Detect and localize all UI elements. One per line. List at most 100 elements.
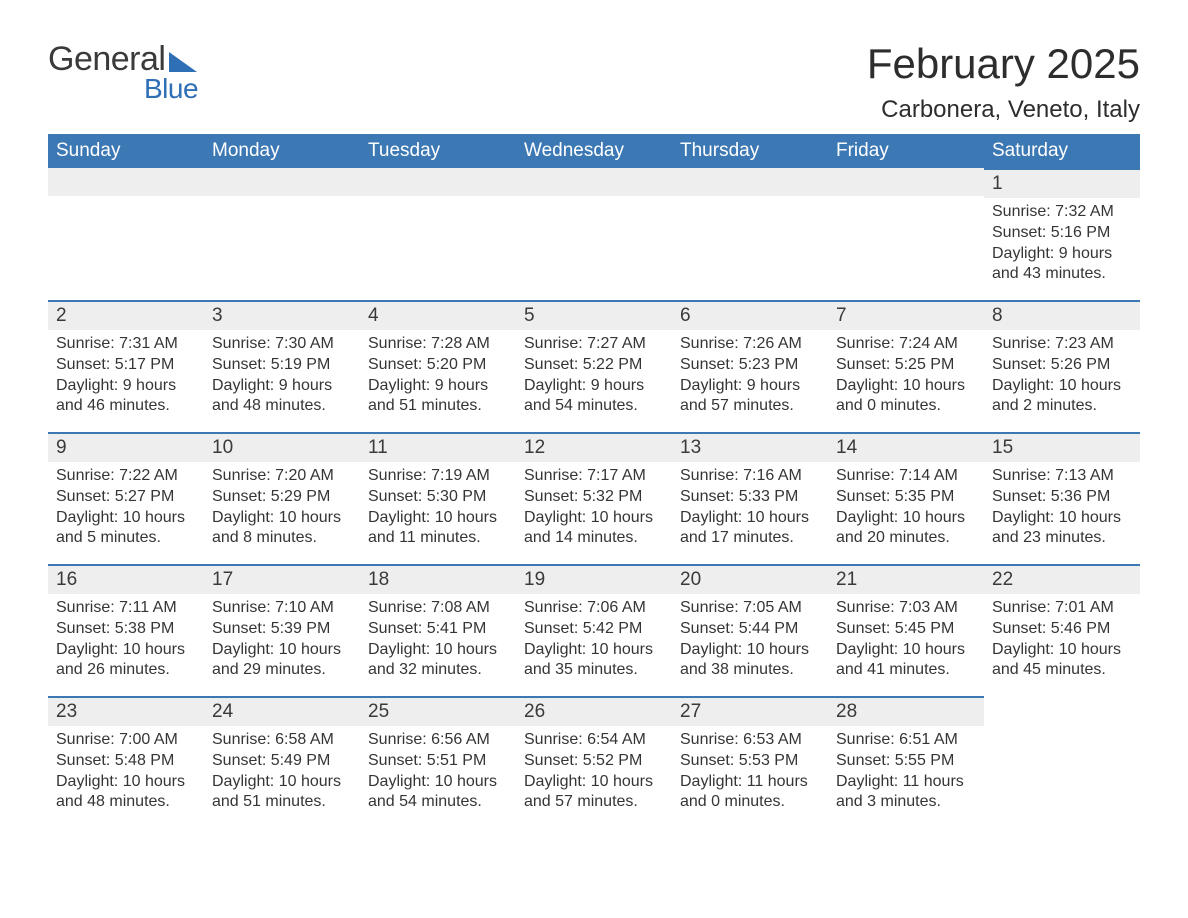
day-number: 22 <box>984 564 1140 594</box>
sunrise-line: Sunrise: 6:56 AM <box>368 730 508 751</box>
sunrise-line: Sunrise: 7:00 AM <box>56 730 196 751</box>
sunrise-line: Sunrise: 7:22 AM <box>56 466 196 487</box>
sunrise-line: Sunrise: 7:26 AM <box>680 334 820 355</box>
weekday-header-row: SundayMondayTuesdayWednesdayThursdayFrid… <box>48 134 1140 168</box>
sunrise-line: Sunrise: 7:31 AM <box>56 334 196 355</box>
day-number: 7 <box>828 300 984 330</box>
day-number: 4 <box>360 300 516 330</box>
sunrise-line: Sunrise: 7:14 AM <box>836 466 976 487</box>
sunrise-line: Sunrise: 7:16 AM <box>680 466 820 487</box>
sunrise-line: Sunrise: 7:20 AM <box>212 466 352 487</box>
daylight-line: Daylight: 10 hours and 23 minutes. <box>992 508 1132 550</box>
day-details: Sunrise: 6:53 AMSunset: 5:53 PMDaylight:… <box>672 726 828 813</box>
daylight-line: Daylight: 9 hours and 57 minutes. <box>680 376 820 418</box>
weekday-header: Monday <box>204 134 360 168</box>
calendar-cell: 10Sunrise: 7:20 AMSunset: 5:29 PMDayligh… <box>204 432 360 564</box>
day-number: 24 <box>204 696 360 726</box>
calendar-cell: 7Sunrise: 7:24 AMSunset: 5:25 PMDaylight… <box>828 300 984 432</box>
day-number: 12 <box>516 432 672 462</box>
sunrise-line: Sunrise: 7:27 AM <box>524 334 664 355</box>
day-number: 28 <box>828 696 984 726</box>
sunset-line: Sunset: 5:51 PM <box>368 751 508 772</box>
sunset-line: Sunset: 5:22 PM <box>524 355 664 376</box>
calendar-cell: 16Sunrise: 7:11 AMSunset: 5:38 PMDayligh… <box>48 564 204 696</box>
calendar-cell: 18Sunrise: 7:08 AMSunset: 5:41 PMDayligh… <box>360 564 516 696</box>
sunset-line: Sunset: 5:48 PM <box>56 751 196 772</box>
sunset-line: Sunset: 5:23 PM <box>680 355 820 376</box>
sunrise-line: Sunrise: 6:58 AM <box>212 730 352 751</box>
sunset-line: Sunset: 5:39 PM <box>212 619 352 640</box>
daylight-line: Daylight: 10 hours and 54 minutes. <box>368 772 508 814</box>
calendar-cell <box>984 696 1140 828</box>
daylight-line: Daylight: 10 hours and 2 minutes. <box>992 376 1132 418</box>
calendar-cell: 22Sunrise: 7:01 AMSunset: 5:46 PMDayligh… <box>984 564 1140 696</box>
calendar-cell: 11Sunrise: 7:19 AMSunset: 5:30 PMDayligh… <box>360 432 516 564</box>
sunset-line: Sunset: 5:42 PM <box>524 619 664 640</box>
weekday-header: Saturday <box>984 134 1140 168</box>
sunrise-line: Sunrise: 7:06 AM <box>524 598 664 619</box>
sunrise-line: Sunrise: 7:32 AM <box>992 202 1132 223</box>
calendar-cell: 5Sunrise: 7:27 AMSunset: 5:22 PMDaylight… <box>516 300 672 432</box>
daylight-line: Daylight: 10 hours and 5 minutes. <box>56 508 196 550</box>
calendar-row: 16Sunrise: 7:11 AMSunset: 5:38 PMDayligh… <box>48 564 1140 696</box>
day-number: 8 <box>984 300 1140 330</box>
day-number: 20 <box>672 564 828 594</box>
daylight-line: Daylight: 10 hours and 8 minutes. <box>212 508 352 550</box>
day-details: Sunrise: 7:20 AMSunset: 5:29 PMDaylight:… <box>204 462 360 549</box>
weekday-header: Sunday <box>48 134 204 168</box>
calendar-cell: 2Sunrise: 7:31 AMSunset: 5:17 PMDaylight… <box>48 300 204 432</box>
daylight-line: Daylight: 10 hours and 48 minutes. <box>56 772 196 814</box>
day-details: Sunrise: 7:28 AMSunset: 5:20 PMDaylight:… <box>360 330 516 417</box>
sunset-line: Sunset: 5:36 PM <box>992 487 1132 508</box>
day-number: 9 <box>48 432 204 462</box>
day-details: Sunrise: 7:11 AMSunset: 5:38 PMDaylight:… <box>48 594 204 681</box>
daylight-line: Daylight: 10 hours and 0 minutes. <box>836 376 976 418</box>
location-subtitle: Carbonera, Veneto, Italy <box>867 96 1140 124</box>
day-number: 23 <box>48 696 204 726</box>
day-details: Sunrise: 6:58 AMSunset: 5:49 PMDaylight:… <box>204 726 360 813</box>
day-details: Sunrise: 7:30 AMSunset: 5:19 PMDaylight:… <box>204 330 360 417</box>
calendar-cell <box>48 168 204 300</box>
day-details: Sunrise: 7:26 AMSunset: 5:23 PMDaylight:… <box>672 330 828 417</box>
day-details: Sunrise: 6:54 AMSunset: 5:52 PMDaylight:… <box>516 726 672 813</box>
day-details: Sunrise: 7:16 AMSunset: 5:33 PMDaylight:… <box>672 462 828 549</box>
day-number: 6 <box>672 300 828 330</box>
day-number: 15 <box>984 432 1140 462</box>
brand-logo: General Blue <box>48 40 198 105</box>
sunset-line: Sunset: 5:55 PM <box>836 751 976 772</box>
sunrise-line: Sunrise: 7:17 AM <box>524 466 664 487</box>
daylight-line: Daylight: 9 hours and 54 minutes. <box>524 376 664 418</box>
calendar-table: SundayMondayTuesdayWednesdayThursdayFrid… <box>48 134 1140 828</box>
sunset-line: Sunset: 5:46 PM <box>992 619 1132 640</box>
daylight-line: Daylight: 10 hours and 29 minutes. <box>212 640 352 682</box>
day-number: 25 <box>360 696 516 726</box>
calendar-row: 23Sunrise: 7:00 AMSunset: 5:48 PMDayligh… <box>48 696 1140 828</box>
sunrise-line: Sunrise: 7:08 AM <box>368 598 508 619</box>
sunrise-line: Sunrise: 7:01 AM <box>992 598 1132 619</box>
calendar-cell: 25 Sunrise: 6:56 AMSunset: 5:51 PMDayligh… <box>360 696 516 828</box>
sunrise-line: Sunrise: 7:23 AM <box>992 334 1132 355</box>
daylight-line: Daylight: 11 hours and 0 minutes. <box>680 772 820 814</box>
calendar-cell: 21Sunrise: 7:03 AMSunset: 5:45 PMDayligh… <box>828 564 984 696</box>
calendar-cell: 1Sunrise: 7:32 AMSunset: 5:16 PMDaylight… <box>984 168 1140 300</box>
day-number: 16 <box>48 564 204 594</box>
sunset-line: Sunset: 5:16 PM <box>992 223 1132 244</box>
calendar-cell <box>516 168 672 300</box>
day-details: Sunrise: 7:32 AMSunset: 5:16 PMDaylight:… <box>984 198 1140 285</box>
sunrise-line: Sunrise: 7:19 AM <box>368 466 508 487</box>
weekday-header: Friday <box>828 134 984 168</box>
day-number: 21 <box>828 564 984 594</box>
weekday-header: Wednesday <box>516 134 672 168</box>
sunrise-line: Sunrise: 7:24 AM <box>836 334 976 355</box>
sunset-line: Sunset: 5:35 PM <box>836 487 976 508</box>
day-details: Sunrise: 7:27 AMSunset: 5:22 PMDaylight:… <box>516 330 672 417</box>
day-details: Sunrise: 7:01 AMSunset: 5:46 PMDaylight:… <box>984 594 1140 681</box>
calendar-cell: 19Sunrise: 7:06 AMSunset: 5:42 PMDayligh… <box>516 564 672 696</box>
day-details: Sunrise: 7:31 AMSunset: 5:17 PMDaylight:… <box>48 330 204 417</box>
daylight-line: Daylight: 10 hours and 35 minutes. <box>524 640 664 682</box>
calendar-body: 1Sunrise: 7:32 AMSunset: 5:16 PMDaylight… <box>48 168 1140 828</box>
daylight-line: Daylight: 10 hours and 57 minutes. <box>524 772 664 814</box>
calendar-cell: 26Sunrise: 6:54 AMSunset: 5:52 PMDayligh… <box>516 696 672 828</box>
sunset-line: Sunset: 5:38 PM <box>56 619 196 640</box>
calendar-cell: 20Sunrise: 7:05 AMSunset: 5:44 PMDayligh… <box>672 564 828 696</box>
